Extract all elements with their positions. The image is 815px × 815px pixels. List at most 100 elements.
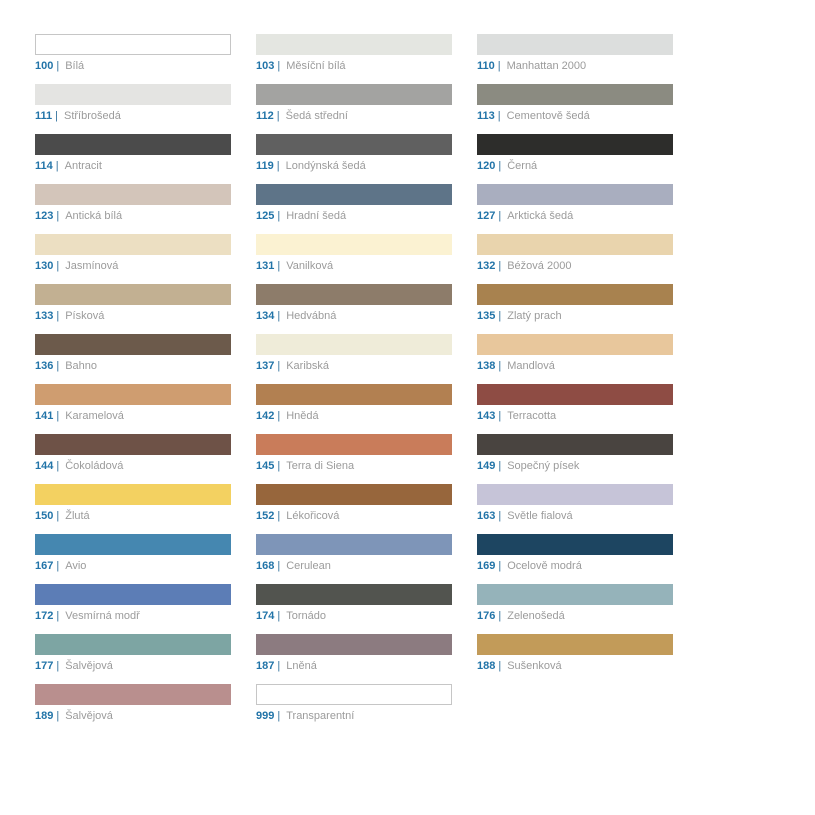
swatch-name: Lněná [286, 660, 317, 672]
color-swatch-127[interactable] [477, 184, 673, 205]
color-swatch-110[interactable] [477, 34, 673, 55]
color-swatch-141[interactable] [35, 384, 231, 405]
swatch-item-177: 177 | Šalvějová [35, 634, 231, 684]
swatch-code: 189 [35, 710, 54, 722]
swatch-label: 120 | Černá [477, 160, 673, 172]
swatch-separator: | [56, 460, 60, 472]
color-swatch-114[interactable] [35, 134, 231, 155]
color-swatch-112[interactable] [256, 84, 452, 105]
swatch-name: Terra di Siena [286, 460, 355, 472]
swatch-separator: | [276, 160, 280, 172]
color-swatch-144[interactable] [35, 434, 231, 455]
swatch-item-137: 137 | Karibská [256, 334, 452, 384]
swatch-label: 100 | Bílá [35, 60, 231, 72]
swatch-separator: | [56, 310, 60, 322]
color-swatch-142[interactable] [256, 384, 452, 405]
swatch-name: Písková [65, 310, 105, 322]
swatch-label: 168 | Cerulean [256, 560, 452, 572]
swatch-code: 145 [256, 460, 275, 472]
swatch-code: 168 [256, 560, 275, 572]
swatch-code: 125 [256, 210, 275, 222]
swatch-separator: | [498, 610, 502, 622]
swatch-name: Béžová 2000 [507, 260, 572, 272]
swatch-separator: | [277, 660, 281, 672]
swatch-label: 134 | Hedvábná [256, 310, 452, 322]
color-swatch-999[interactable] [256, 684, 452, 705]
swatch-item-103: 103 | Měsíční bílá [256, 34, 452, 84]
swatch-code: 142 [256, 410, 275, 422]
swatch-item-187: 187 | Lněná [256, 634, 452, 684]
swatch-name: Cementově šedá [506, 110, 590, 122]
color-swatch-120[interactable] [477, 134, 673, 155]
swatch-separator: | [56, 710, 60, 722]
swatch-separator: | [277, 310, 281, 322]
swatch-name: Hnědá [286, 410, 319, 422]
color-swatch-134[interactable] [256, 284, 452, 305]
color-swatch-138[interactable] [477, 334, 673, 355]
color-swatch-103[interactable] [256, 34, 452, 55]
color-swatch-123[interactable] [35, 184, 231, 205]
swatch-item-134: 134 | Hedvábná [256, 284, 452, 334]
color-swatch-168[interactable] [256, 534, 452, 555]
color-swatch-149[interactable] [477, 434, 673, 455]
color-swatch-130[interactable] [35, 234, 231, 255]
color-swatch-176[interactable] [477, 584, 673, 605]
color-swatch-125[interactable] [256, 184, 452, 205]
swatch-code: 133 [35, 310, 54, 322]
swatch-separator: | [498, 560, 502, 572]
swatch-separator: | [56, 510, 60, 522]
color-swatch-135[interactable] [477, 284, 673, 305]
swatch-name: Terracotta [507, 410, 557, 422]
swatch-code: 130 [35, 260, 54, 272]
swatch-item-138: 138 | Mandlová [477, 334, 673, 384]
color-swatch-137[interactable] [256, 334, 452, 355]
swatch-label: 119 | Londýnská šedá [256, 160, 452, 172]
color-swatch-167[interactable] [35, 534, 231, 555]
swatch-separator: | [498, 260, 502, 272]
swatch-item-999: 999 | Transparentní [256, 684, 452, 734]
color-swatch-187[interactable] [256, 634, 452, 655]
swatch-name: Černá [507, 160, 538, 172]
swatch-code: 172 [35, 610, 54, 622]
color-swatch-100[interactable] [35, 34, 231, 55]
color-swatch-177[interactable] [35, 634, 231, 655]
swatch-code: 100 [35, 60, 54, 72]
color-swatch-172[interactable] [35, 584, 231, 605]
color-swatch-111[interactable] [35, 84, 231, 105]
color-swatch-113[interactable] [477, 84, 673, 105]
color-swatch-150[interactable] [35, 484, 231, 505]
swatch-code: 150 [35, 510, 54, 522]
swatch-label: 136 | Bahno [35, 360, 231, 372]
swatch-item-120: 120 | Černá [477, 134, 673, 184]
swatch-item-130: 130 | Jasmínová [35, 234, 231, 284]
swatch-item-167: 167 | Avio [35, 534, 231, 584]
swatch-name: Vanilková [286, 260, 334, 272]
swatch-item-131: 131 | Vanilková [256, 234, 452, 284]
swatch-code: 135 [477, 310, 496, 322]
swatch-label: 187 | Lněná [256, 660, 452, 672]
swatch-name: Šedá střední [285, 110, 348, 122]
swatch-item-145: 145 | Terra di Siena [256, 434, 452, 484]
swatch-code: 131 [256, 260, 275, 272]
color-swatch-132[interactable] [477, 234, 673, 255]
color-swatch-163[interactable] [477, 484, 673, 505]
color-swatch-174[interactable] [256, 584, 452, 605]
color-swatch-143[interactable] [477, 384, 673, 405]
swatch-name: Jasmínová [65, 260, 119, 272]
swatch-item-135: 135 | Zlatý prach [477, 284, 673, 334]
swatch-name: Tornádo [286, 610, 326, 622]
color-swatch-169[interactable] [477, 534, 673, 555]
color-swatch-131[interactable] [256, 234, 452, 255]
swatch-label: 132 | Béžová 2000 [477, 260, 673, 272]
swatch-name: Měsíční bílá [286, 60, 346, 72]
color-swatch-133[interactable] [35, 284, 231, 305]
color-swatch-188[interactable] [477, 634, 673, 655]
swatch-item-110: 110 | Manhattan 2000 [477, 34, 673, 84]
color-swatch-189[interactable] [35, 684, 231, 705]
color-swatch-136[interactable] [35, 334, 231, 355]
color-swatch-119[interactable] [256, 134, 452, 155]
color-swatch-152[interactable] [256, 484, 452, 505]
swatch-separator: | [498, 410, 502, 422]
swatch-label: 123 | Antická bílá [35, 210, 231, 222]
color-swatch-145[interactable] [256, 434, 452, 455]
